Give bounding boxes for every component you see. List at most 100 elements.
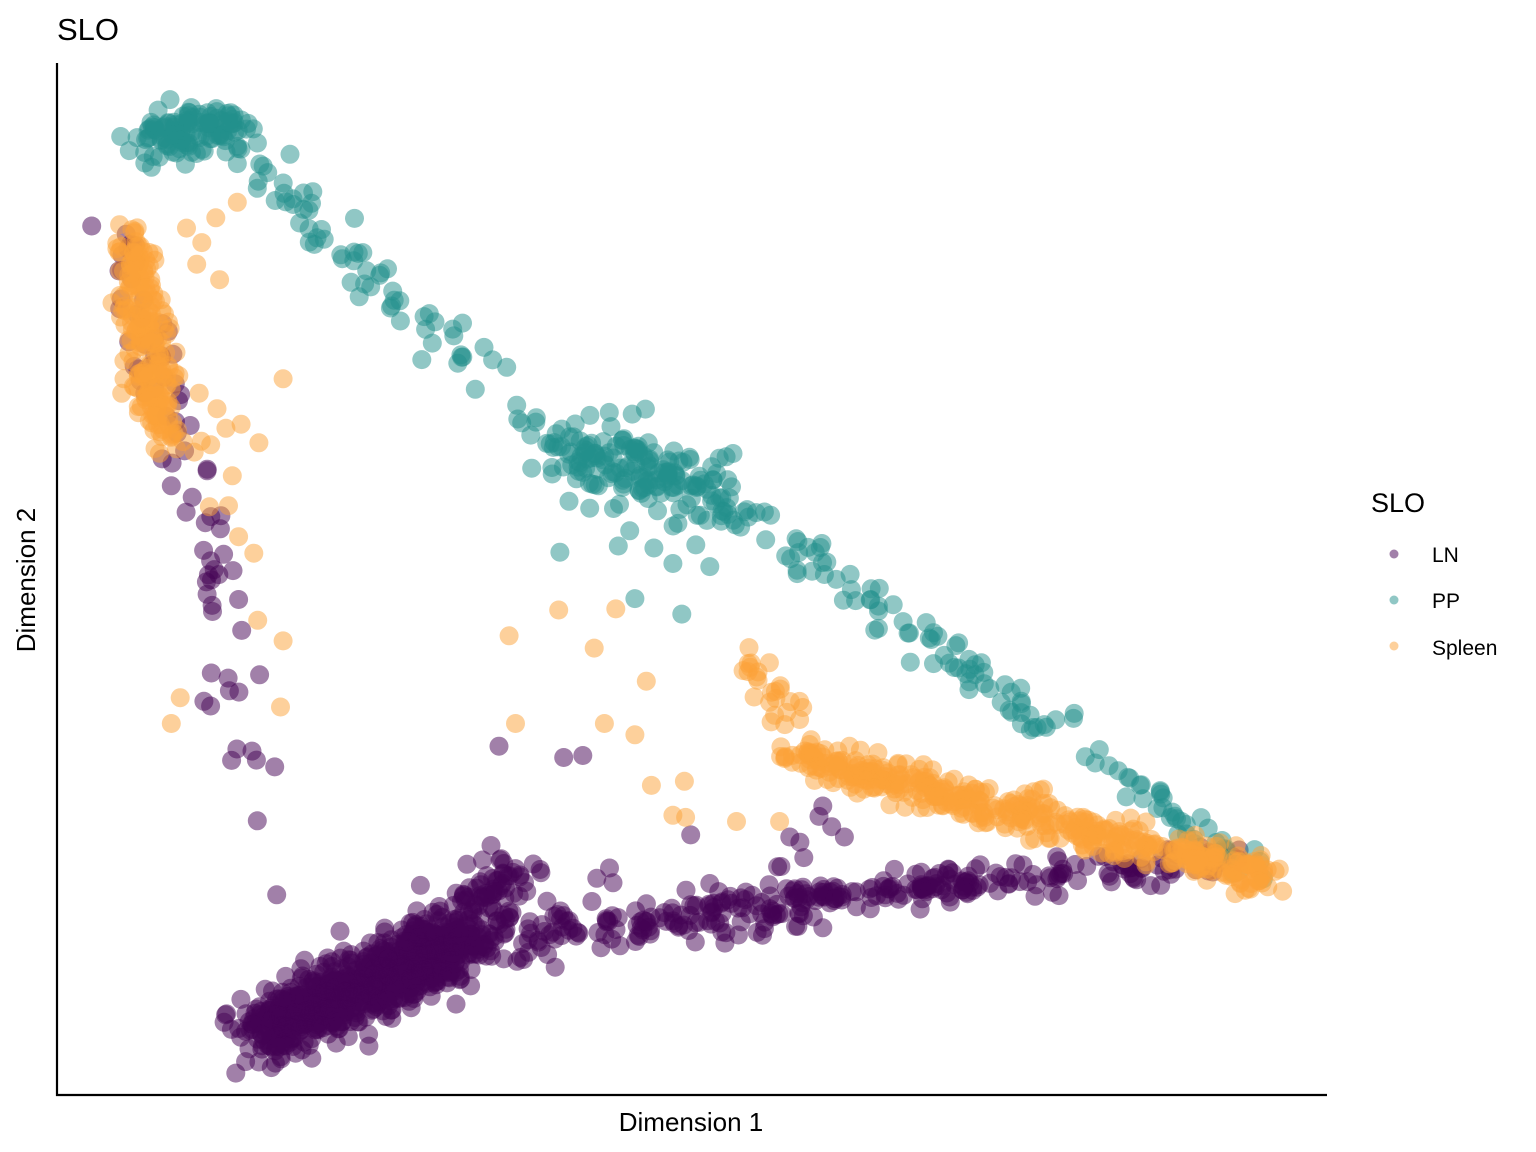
point-ln bbox=[894, 885, 914, 905]
point-ln bbox=[664, 913, 684, 933]
point-spleen bbox=[888, 765, 908, 785]
point-ln bbox=[715, 933, 735, 953]
point-pp bbox=[345, 208, 364, 228]
point-pp bbox=[331, 245, 351, 265]
point-ln bbox=[201, 696, 221, 716]
point-ln bbox=[509, 886, 529, 906]
point-pp bbox=[599, 402, 619, 422]
point-ln bbox=[681, 825, 701, 845]
point-spleen bbox=[801, 730, 821, 750]
point-spleen bbox=[148, 377, 168, 397]
point-spleen bbox=[594, 714, 614, 733]
point-pp bbox=[658, 463, 678, 483]
point-pp bbox=[690, 505, 710, 525]
point-ln bbox=[198, 565, 218, 585]
legend-label-ln: LN bbox=[1432, 544, 1459, 567]
point-pp bbox=[1147, 799, 1167, 818]
point-ln bbox=[846, 897, 866, 917]
point-spleen bbox=[273, 631, 293, 651]
point-pp bbox=[390, 311, 410, 331]
point-pp bbox=[218, 112, 238, 132]
point-pp bbox=[355, 274, 375, 294]
point-spleen bbox=[149, 313, 169, 333]
point-ln bbox=[1006, 854, 1026, 874]
point-spleen bbox=[744, 687, 764, 707]
legend-marker-pp bbox=[1389, 595, 1399, 605]
point-pp bbox=[1034, 715, 1054, 735]
point-ln bbox=[752, 893, 772, 912]
point-ln bbox=[740, 904, 759, 924]
point-ln bbox=[231, 989, 251, 1009]
point-pp bbox=[861, 579, 881, 599]
point-spleen bbox=[161, 427, 181, 447]
point-ln bbox=[376, 1007, 396, 1026]
legend-label-pp: PP bbox=[1432, 590, 1460, 613]
point-pp bbox=[127, 128, 147, 148]
point-pp bbox=[599, 443, 619, 463]
point-pp bbox=[453, 347, 473, 367]
point-pp bbox=[924, 623, 943, 643]
point-spleen bbox=[138, 300, 158, 320]
point-spleen bbox=[979, 779, 999, 799]
point-ln bbox=[676, 880, 696, 900]
point-pp bbox=[949, 633, 969, 653]
point-pp bbox=[814, 565, 834, 584]
point-ln bbox=[295, 950, 315, 970]
point-pp bbox=[304, 234, 324, 254]
point-spleen bbox=[1009, 812, 1029, 832]
point-ln bbox=[295, 1001, 315, 1021]
point-spleen bbox=[125, 223, 144, 243]
point-ln bbox=[494, 905, 514, 925]
point-pp bbox=[177, 113, 197, 133]
point-pp bbox=[900, 652, 920, 672]
point-spleen bbox=[770, 812, 790, 831]
point-pp bbox=[280, 144, 300, 164]
x-axis-label: Dimension 1 bbox=[619, 1107, 764, 1137]
point-ln bbox=[771, 857, 791, 876]
point-ln bbox=[229, 590, 249, 609]
legend: SLO LN PP Spleen bbox=[1371, 488, 1497, 660]
point-ln bbox=[538, 945, 558, 964]
point-ln bbox=[507, 951, 527, 971]
point-ln bbox=[218, 668, 238, 688]
point-pp bbox=[700, 557, 720, 577]
point-spleen bbox=[216, 418, 236, 438]
point-ln bbox=[489, 736, 509, 756]
point-spleen bbox=[846, 758, 866, 778]
point-spleen bbox=[206, 208, 226, 228]
point-ln bbox=[272, 989, 292, 1009]
point-spleen bbox=[123, 242, 143, 262]
point-pp bbox=[625, 589, 645, 609]
point-ln bbox=[161, 476, 181, 496]
point-pp bbox=[635, 477, 655, 497]
point-spleen bbox=[1062, 823, 1082, 843]
point-ln bbox=[518, 919, 538, 939]
point-ln bbox=[582, 892, 602, 911]
point-ln bbox=[421, 986, 441, 1006]
legend-marker-ln bbox=[1389, 549, 1399, 559]
point-ln bbox=[413, 919, 433, 939]
point-pp bbox=[714, 502, 734, 522]
point-ln bbox=[195, 513, 215, 533]
point-ln bbox=[243, 1014, 262, 1034]
point-ln bbox=[554, 748, 574, 767]
point-spleen bbox=[249, 433, 269, 453]
point-spleen bbox=[189, 383, 209, 403]
point-pp bbox=[668, 513, 688, 533]
point-spleen bbox=[739, 638, 759, 658]
point-ln bbox=[477, 866, 497, 886]
point-spleen bbox=[953, 790, 973, 809]
point-ln bbox=[633, 920, 653, 940]
point-ln bbox=[880, 879, 899, 899]
point-pp bbox=[608, 536, 628, 556]
point-ln bbox=[410, 875, 430, 895]
point-ln bbox=[265, 757, 285, 777]
point-pp bbox=[580, 498, 600, 518]
point-spleen bbox=[133, 363, 153, 383]
plot-points bbox=[82, 90, 1293, 1083]
point-pp bbox=[865, 620, 885, 640]
point-pp bbox=[508, 409, 528, 429]
point-pp bbox=[756, 530, 776, 550]
point-pp bbox=[542, 464, 562, 484]
